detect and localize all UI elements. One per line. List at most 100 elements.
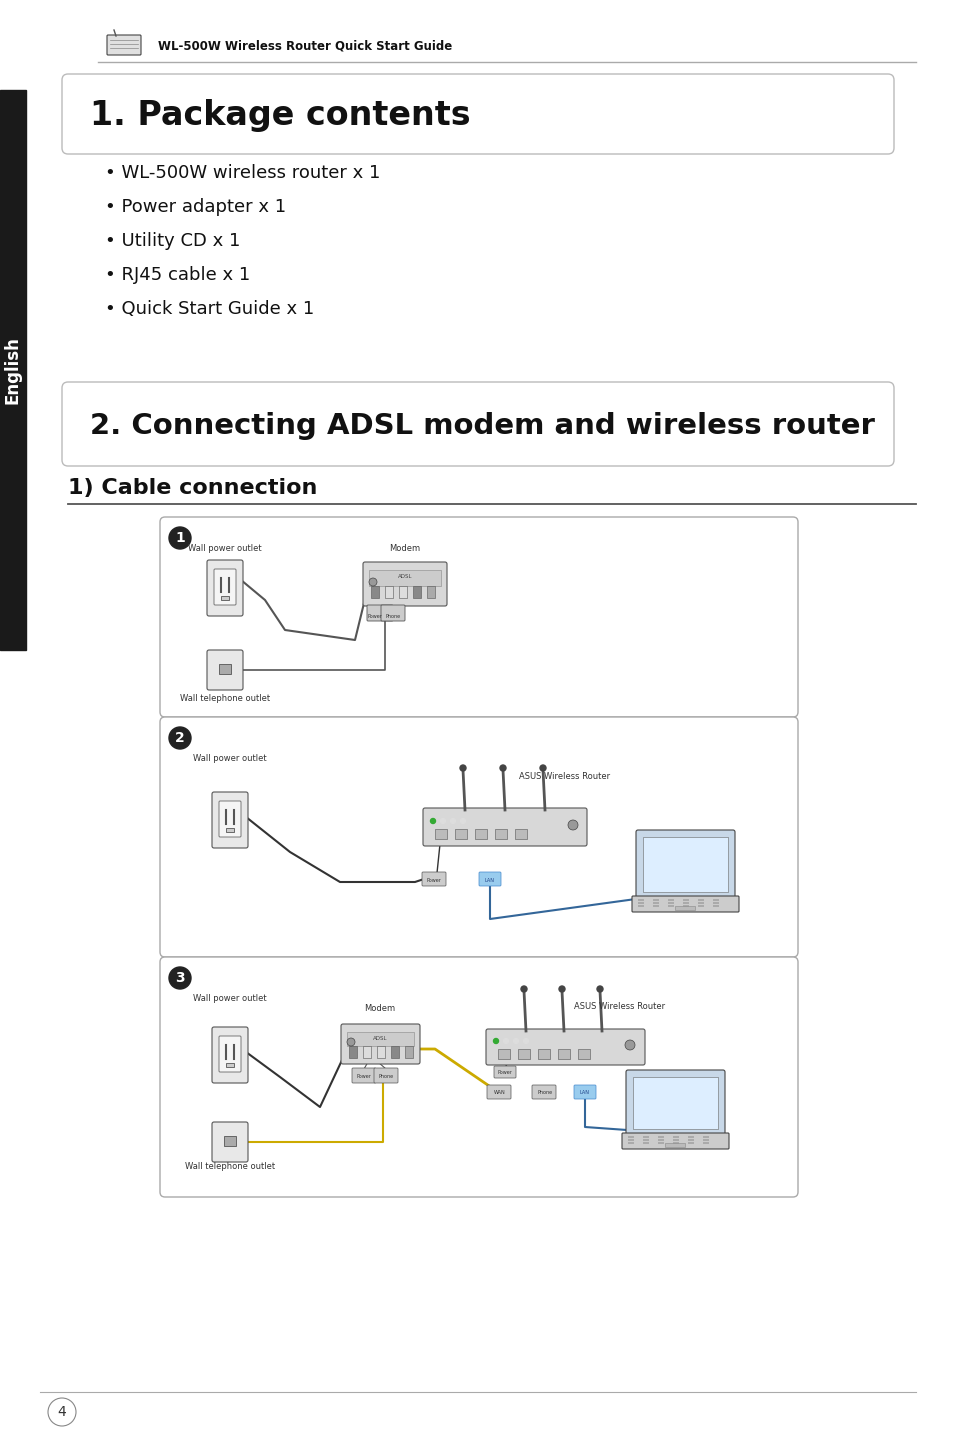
Text: Phone: Phone <box>378 1074 394 1078</box>
FancyBboxPatch shape <box>160 957 797 1197</box>
Text: Modem: Modem <box>364 1004 395 1012</box>
Bar <box>682 905 688 906</box>
Text: LAN: LAN <box>484 878 495 882</box>
Text: 4: 4 <box>57 1405 67 1419</box>
Bar <box>558 1050 569 1060</box>
Bar <box>667 902 673 904</box>
Bar <box>455 829 467 839</box>
FancyBboxPatch shape <box>631 896 739 912</box>
Text: 2: 2 <box>175 730 185 745</box>
Circle shape <box>460 819 465 823</box>
Circle shape <box>440 819 445 823</box>
FancyBboxPatch shape <box>636 831 734 899</box>
Text: Power: Power <box>426 878 441 882</box>
Text: Modem: Modem <box>389 544 420 553</box>
FancyBboxPatch shape <box>340 1024 419 1064</box>
Text: 1) Cable connection: 1) Cable connection <box>68 478 317 498</box>
FancyBboxPatch shape <box>62 74 893 155</box>
FancyBboxPatch shape <box>422 808 586 846</box>
Bar <box>642 836 727 892</box>
Circle shape <box>558 987 564 992</box>
Circle shape <box>459 765 465 770</box>
Text: English: English <box>4 337 22 404</box>
Bar <box>226 828 233 832</box>
Bar <box>698 905 703 906</box>
Text: ADSL: ADSL <box>373 1035 387 1041</box>
Circle shape <box>369 579 376 586</box>
FancyBboxPatch shape <box>374 1068 397 1083</box>
Circle shape <box>624 1040 635 1050</box>
Text: • RJ45 cable x 1: • RJ45 cable x 1 <box>105 266 250 284</box>
Bar <box>0 90 26 650</box>
Text: Power: Power <box>368 613 382 619</box>
Text: Wall telephone outlet: Wall telephone outlet <box>185 1161 274 1171</box>
Circle shape <box>523 1038 528 1044</box>
Bar <box>627 1138 634 1141</box>
FancyBboxPatch shape <box>62 382 893 465</box>
Circle shape <box>169 967 191 990</box>
Bar <box>369 570 440 586</box>
FancyBboxPatch shape <box>207 560 243 616</box>
FancyBboxPatch shape <box>485 1030 644 1065</box>
Bar <box>667 905 673 906</box>
Text: Wall power outlet: Wall power outlet <box>193 994 267 1002</box>
Bar <box>497 1050 510 1060</box>
FancyBboxPatch shape <box>212 1027 248 1083</box>
Bar <box>219 664 231 674</box>
FancyBboxPatch shape <box>207 650 243 690</box>
Bar <box>224 1136 235 1146</box>
Text: ASUS Wireless Router: ASUS Wireless Router <box>574 1002 665 1011</box>
Circle shape <box>48 1398 76 1426</box>
Text: WL-500W Wireless Router Quick Start Guide: WL-500W Wireless Router Quick Start Guid… <box>158 40 452 53</box>
Text: LAN: LAN <box>579 1091 589 1095</box>
Bar <box>376 1045 385 1058</box>
Text: 1: 1 <box>175 531 185 546</box>
FancyBboxPatch shape <box>494 1065 516 1078</box>
Circle shape <box>430 819 435 823</box>
FancyBboxPatch shape <box>160 717 797 957</box>
Bar <box>642 1136 648 1138</box>
Text: Phone: Phone <box>537 1091 552 1095</box>
Text: 1. Package contents: 1. Package contents <box>90 99 470 132</box>
Text: 3: 3 <box>175 971 185 985</box>
Bar <box>702 1138 708 1141</box>
FancyBboxPatch shape <box>421 872 446 886</box>
Text: 2. Connecting ADSL modem and wireless router: 2. Connecting ADSL modem and wireless ro… <box>90 412 874 440</box>
Circle shape <box>450 819 455 823</box>
Bar <box>667 899 673 901</box>
Bar <box>698 902 703 904</box>
FancyBboxPatch shape <box>219 1035 241 1073</box>
Bar <box>537 1050 550 1060</box>
Bar <box>627 1136 634 1138</box>
Circle shape <box>597 987 602 992</box>
FancyBboxPatch shape <box>212 1123 248 1161</box>
Circle shape <box>347 1038 355 1045</box>
Text: • Quick Start Guide x 1: • Quick Start Guide x 1 <box>105 299 314 318</box>
Bar <box>712 899 719 901</box>
Bar <box>652 902 659 904</box>
Bar <box>633 1077 718 1128</box>
Bar <box>347 1032 414 1045</box>
Bar <box>627 1141 634 1144</box>
FancyBboxPatch shape <box>532 1085 556 1098</box>
FancyBboxPatch shape <box>574 1085 596 1098</box>
Bar <box>385 586 393 599</box>
Circle shape <box>493 1038 498 1044</box>
Circle shape <box>520 987 526 992</box>
Circle shape <box>499 765 505 770</box>
Bar <box>391 1045 398 1058</box>
FancyBboxPatch shape <box>380 604 405 621</box>
Bar <box>702 1136 708 1138</box>
FancyBboxPatch shape <box>486 1085 511 1098</box>
Bar <box>652 905 659 906</box>
FancyBboxPatch shape <box>213 569 235 604</box>
Bar <box>672 1141 679 1144</box>
Bar <box>682 902 688 904</box>
Bar <box>226 1063 233 1067</box>
FancyBboxPatch shape <box>219 800 241 836</box>
Bar <box>712 902 719 904</box>
Bar <box>495 829 506 839</box>
Text: Power: Power <box>497 1071 512 1075</box>
Bar <box>371 586 378 599</box>
Bar <box>427 586 435 599</box>
